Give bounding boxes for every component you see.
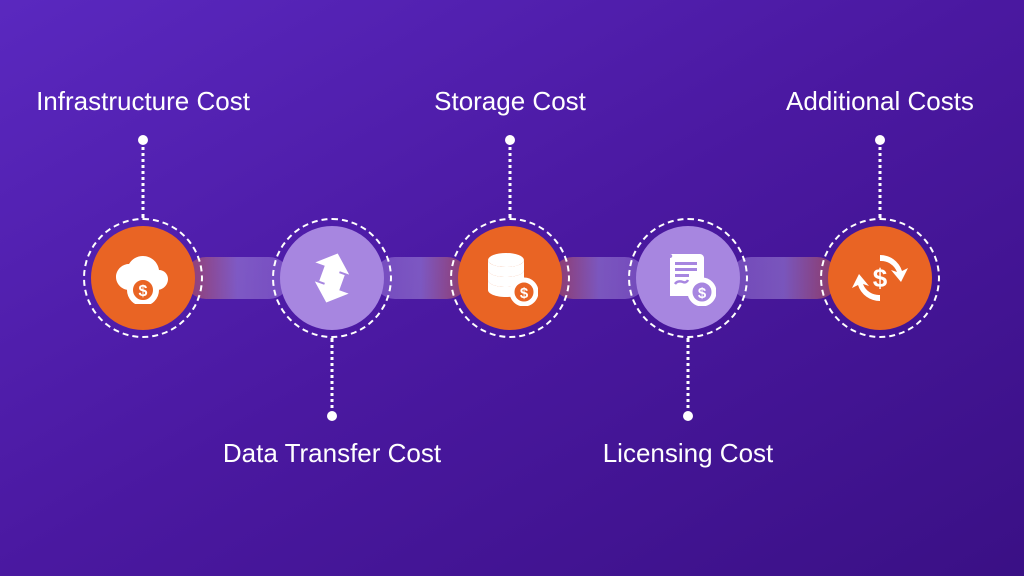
stem-dot [505, 135, 515, 145]
dollar-cycle-icon: $ [849, 247, 911, 309]
svg-text:$: $ [139, 283, 148, 300]
cloud-dollar-icon: $ [113, 252, 173, 304]
svg-text:$: $ [698, 285, 707, 302]
cost-node: $ [83, 218, 203, 338]
node-fill: $ [828, 226, 932, 330]
node-fill: $ [458, 226, 562, 330]
node-fill [280, 226, 384, 330]
infographic-canvas: Infrastructure Cost $ Data Transfer Cost St… [0, 0, 1024, 576]
stem-line [879, 140, 882, 218]
node-label: Additional Costs [786, 86, 974, 117]
cost-node: $ [628, 218, 748, 338]
stem-line [687, 338, 690, 416]
svg-text:$: $ [520, 285, 529, 302]
node-label: Infrastructure Cost [36, 86, 250, 117]
stem-dot [138, 135, 148, 145]
cost-node: $ [820, 218, 940, 338]
node-label: Licensing Cost [603, 438, 774, 469]
node-fill: $ [91, 226, 195, 330]
svg-text:$: $ [873, 263, 888, 293]
cost-node [272, 218, 392, 338]
stem-line [509, 140, 512, 218]
database-dollar-icon: $ [482, 250, 538, 306]
stem-dot [875, 135, 885, 145]
stem-line [331, 338, 334, 416]
node-fill: $ [636, 226, 740, 330]
cost-node: $ [450, 218, 570, 338]
stem-line [142, 140, 145, 218]
stem-dot [683, 411, 693, 421]
node-label: Storage Cost [434, 86, 586, 117]
node-label: Data Transfer Cost [223, 438, 441, 469]
license-dollar-icon: $ [660, 250, 716, 306]
transfer-arrows-icon [303, 249, 361, 307]
stem-dot [327, 411, 337, 421]
